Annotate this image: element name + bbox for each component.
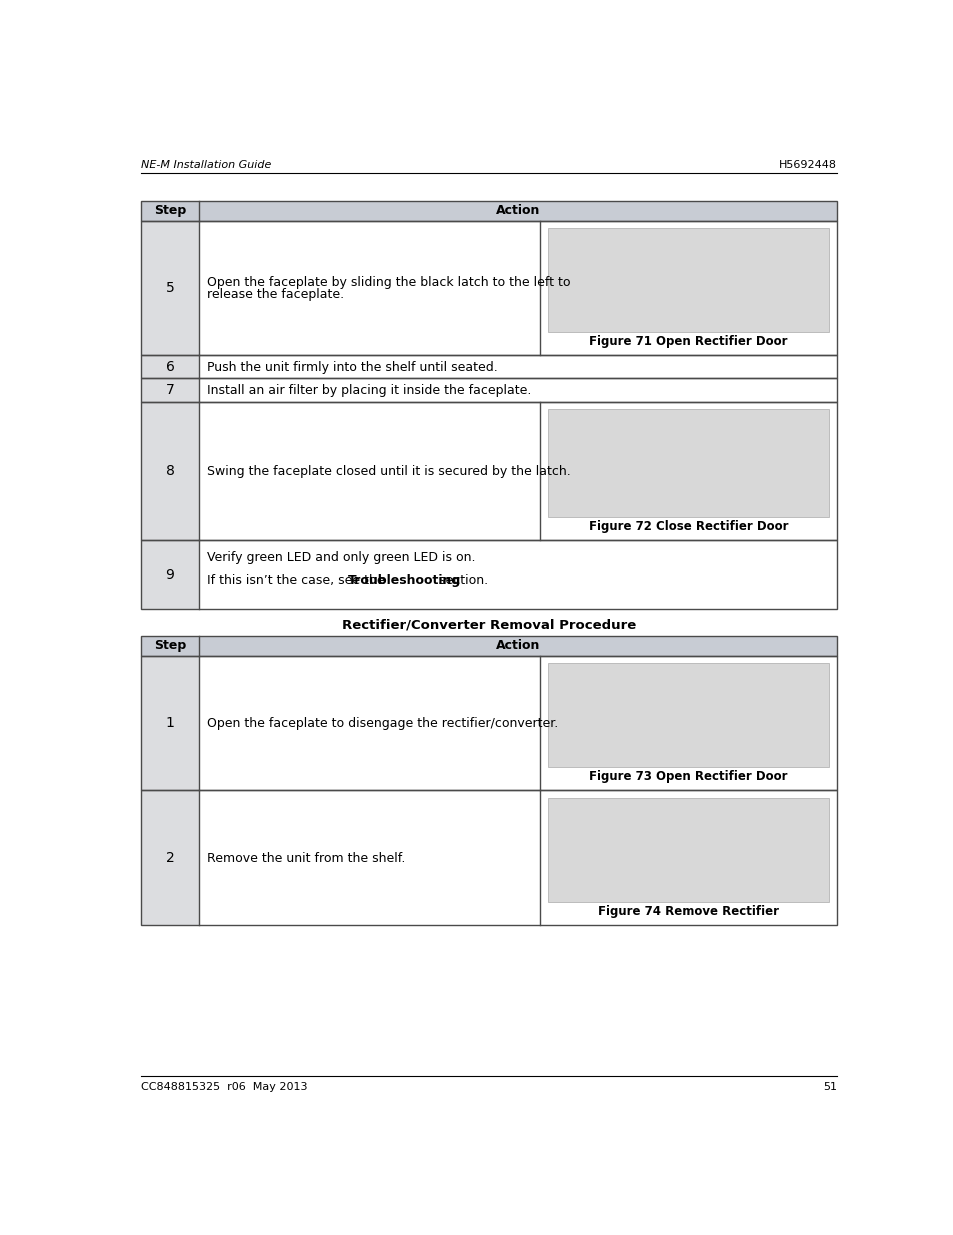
Text: 1: 1 bbox=[166, 716, 174, 730]
Bar bbox=[141, 378, 199, 401]
Bar bbox=[199, 356, 836, 378]
Text: Figure 73 Open Rectifier Door: Figure 73 Open Rectifier Door bbox=[589, 769, 787, 783]
Text: H5692448: H5692448 bbox=[778, 159, 836, 169]
Bar bbox=[141, 790, 199, 925]
Bar bbox=[547, 409, 828, 517]
Bar bbox=[547, 228, 828, 332]
Bar bbox=[141, 401, 199, 540]
Text: Action: Action bbox=[496, 204, 539, 217]
Text: Install an air filter by placing it inside the faceplate.: Install an air filter by placing it insi… bbox=[207, 384, 531, 398]
Bar bbox=[141, 356, 199, 378]
Text: Step: Step bbox=[153, 204, 186, 217]
Text: 8: 8 bbox=[166, 464, 174, 478]
Text: 5: 5 bbox=[166, 280, 174, 295]
Text: Push the unit firmly into the shelf until seated.: Push the unit firmly into the shelf unti… bbox=[207, 361, 497, 374]
Text: 6: 6 bbox=[166, 359, 174, 374]
Text: Figure 72 Close Rectifier Door: Figure 72 Close Rectifier Door bbox=[588, 520, 787, 532]
Bar bbox=[141, 540, 836, 609]
Text: Figure 74 Remove Rectifier: Figure 74 Remove Rectifier bbox=[598, 905, 779, 918]
Text: Figure 71 Open Rectifier Door: Figure 71 Open Rectifier Door bbox=[589, 335, 787, 348]
Bar bbox=[141, 656, 836, 790]
Text: CC848815325  r06  May 2013: CC848815325 r06 May 2013 bbox=[141, 1082, 307, 1092]
Bar bbox=[141, 200, 836, 221]
Text: Open the faceplate by sliding the black latch to the left to: Open the faceplate by sliding the black … bbox=[207, 277, 570, 289]
Text: 51: 51 bbox=[822, 1082, 836, 1092]
Text: Verify green LED and only green LED is on.: Verify green LED and only green LED is o… bbox=[207, 551, 475, 564]
Text: release the faceplate.: release the faceplate. bbox=[207, 288, 344, 301]
Bar bbox=[141, 200, 836, 221]
Bar bbox=[199, 656, 836, 790]
Text: 9: 9 bbox=[166, 568, 174, 582]
Bar bbox=[141, 221, 199, 356]
Text: Troubleshooting: Troubleshooting bbox=[347, 574, 460, 587]
Text: Action: Action bbox=[496, 640, 539, 652]
Bar bbox=[199, 401, 836, 540]
Text: NE-M Installation Guide: NE-M Installation Guide bbox=[141, 159, 271, 169]
Bar bbox=[199, 790, 836, 925]
Bar bbox=[141, 656, 199, 790]
Bar bbox=[141, 790, 836, 925]
Text: section.: section. bbox=[435, 574, 488, 587]
Text: If this isn’t the case, see the: If this isn’t the case, see the bbox=[207, 574, 388, 587]
Bar bbox=[141, 636, 836, 656]
Text: 7: 7 bbox=[166, 383, 174, 396]
Bar bbox=[141, 540, 199, 609]
Text: Step: Step bbox=[153, 640, 186, 652]
Bar bbox=[141, 636, 836, 656]
Bar bbox=[141, 221, 836, 356]
Text: 2: 2 bbox=[166, 851, 174, 864]
Text: Rectifier/Converter Removal Procedure: Rectifier/Converter Removal Procedure bbox=[341, 619, 636, 631]
Text: Remove the unit from the shelf.: Remove the unit from the shelf. bbox=[207, 852, 405, 864]
Bar bbox=[547, 798, 828, 902]
Bar bbox=[141, 356, 836, 378]
Bar bbox=[141, 401, 836, 540]
Bar bbox=[199, 221, 836, 356]
Bar bbox=[547, 663, 828, 767]
Bar bbox=[199, 378, 836, 401]
Text: Open the faceplate to disengage the rectifier/converter.: Open the faceplate to disengage the rect… bbox=[207, 718, 558, 730]
Bar bbox=[199, 540, 836, 609]
Bar bbox=[141, 378, 836, 401]
Text: Swing the faceplate closed until it is secured by the latch.: Swing the faceplate closed until it is s… bbox=[207, 466, 570, 478]
